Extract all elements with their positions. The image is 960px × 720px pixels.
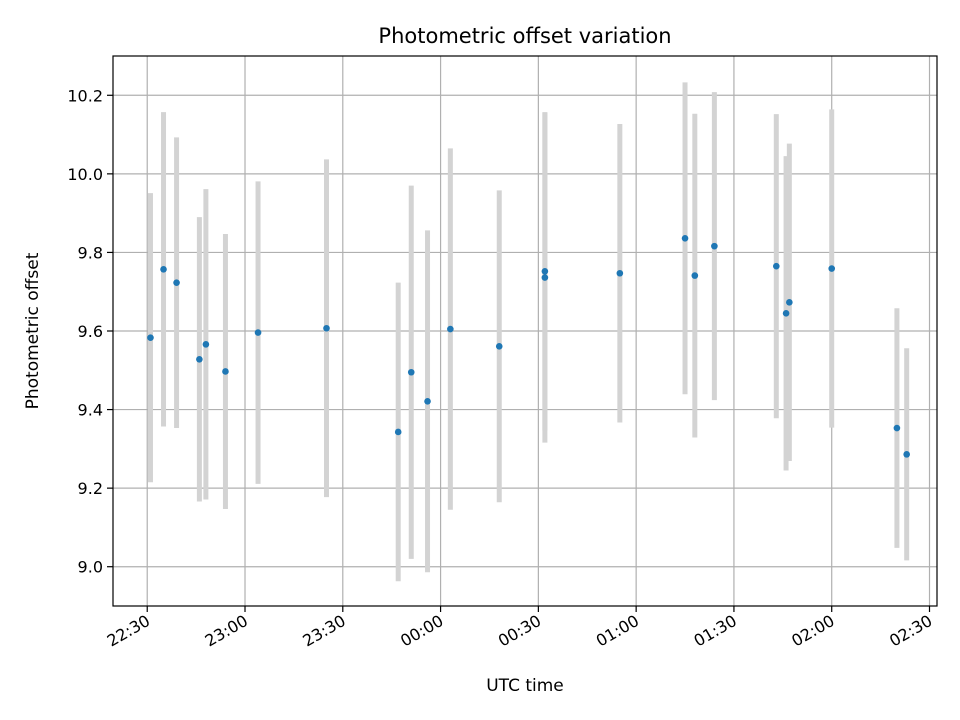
data-point [447, 325, 454, 333]
x-tick-label: 01:30 [691, 611, 740, 651]
data-point [681, 234, 689, 242]
data-point [323, 324, 330, 332]
data-point [173, 279, 180, 286]
data-point [782, 310, 790, 317]
data-point [196, 355, 203, 363]
x-tick-label: 22:30 [104, 611, 153, 651]
y-tick-label: 9.6 [78, 322, 103, 341]
y-tick-label: 10.0 [67, 165, 103, 184]
data-point [541, 274, 549, 281]
data-points [147, 234, 910, 458]
y-tick-label: 9.0 [78, 558, 103, 577]
x-axis-label: UTC time [486, 676, 564, 696]
data-point [828, 265, 836, 272]
data-point [616, 269, 624, 277]
grid-lines [113, 56, 937, 606]
data-point [691, 272, 699, 279]
y-axis-label: Photometric offset [23, 252, 43, 409]
data-point [202, 341, 210, 348]
data-point [903, 451, 910, 458]
y-tick-label: 10.2 [67, 86, 103, 105]
data-point [147, 334, 154, 341]
data-point [407, 368, 415, 376]
x-tick-label: 23:00 [202, 611, 251, 651]
data-point [222, 368, 229, 375]
data-point [711, 242, 718, 250]
data-point [893, 424, 901, 432]
x-tick-label: 01:00 [593, 611, 642, 651]
data-point [254, 329, 262, 336]
data-point [541, 267, 549, 275]
x-tick-label: 02:00 [788, 611, 837, 651]
data-point [160, 266, 167, 273]
data-point [394, 428, 402, 436]
x-tick-label: 02:30 [886, 611, 935, 651]
x-tick-label: 23:30 [299, 611, 348, 651]
x-tick-label: 00:30 [495, 611, 544, 651]
chart-title: Photometric offset variation [378, 24, 671, 48]
data-point [424, 398, 431, 405]
data-point [495, 343, 503, 350]
y-tick-label: 9.2 [78, 479, 103, 498]
y-tick-label: 9.8 [78, 243, 103, 262]
y-tick-label: 9.4 [78, 401, 103, 420]
x-tick-label: 00:00 [397, 611, 446, 651]
data-point [773, 262, 780, 270]
error-bars [147, 82, 910, 582]
data-point [786, 299, 793, 306]
